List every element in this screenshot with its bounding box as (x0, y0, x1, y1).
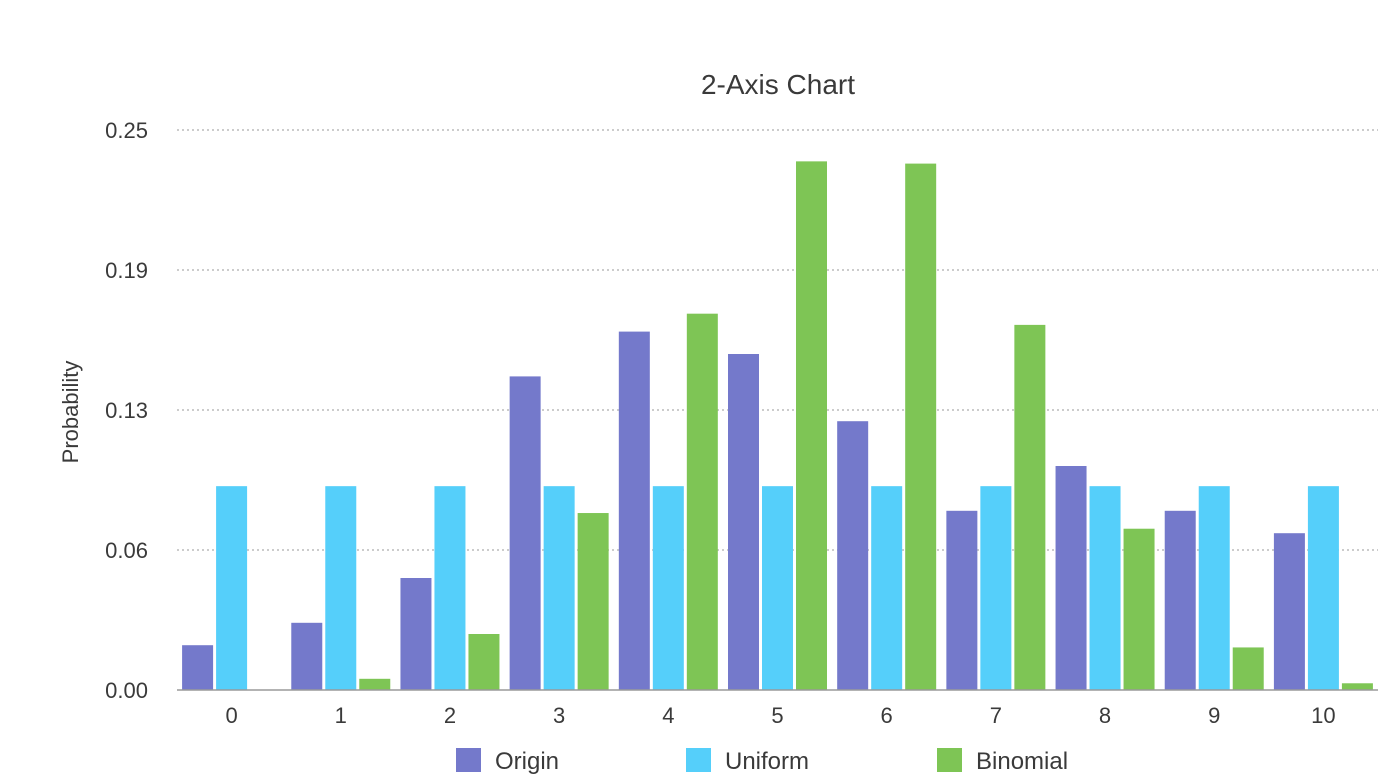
x-tick-label: 4 (662, 703, 674, 728)
y-tick-label: 0.19 (105, 258, 148, 283)
y-axis-label: Probability (58, 361, 83, 464)
x-tick-label: 9 (1208, 703, 1220, 728)
x-axis-ticks: 0 1 2 3 4 5 6 7 8 9 10 (225, 703, 1335, 728)
bar-binomial-10 (1341, 683, 1373, 690)
bar-origin-0 (182, 645, 214, 690)
bar-uniform-0 (216, 486, 248, 690)
legend: Origin Uniform Binomial (456, 748, 1068, 775)
x-tick-label: 1 (335, 703, 347, 728)
bar-origin-8 (1055, 466, 1087, 690)
y-tick-label: 0.25 (105, 118, 148, 143)
bar-uniform-1 (325, 486, 357, 690)
bar-binomial-2 (468, 634, 500, 690)
bar-uniform-3 (543, 486, 575, 690)
bar-uniform-2 (434, 486, 466, 690)
y-axis-ticks: 0.00 0.06 0.13 0.19 0.25 (105, 118, 148, 703)
y-tick-label: 0.00 (105, 678, 148, 703)
x-tick-label: 2 (444, 703, 456, 728)
bar-uniform-6 (871, 486, 903, 690)
bar-origin-3 (509, 376, 541, 690)
legend-swatch-origin (456, 748, 481, 772)
bar-binomial-9 (1232, 647, 1264, 690)
legend-label-uniform: Uniform (725, 748, 809, 775)
bar-origin-5 (728, 354, 759, 690)
bar-origin-10 (1273, 533, 1305, 690)
bar-binomial-7 (1014, 324, 1046, 690)
y-tick-label: 0.06 (105, 538, 148, 563)
bar-uniform-4 (652, 486, 684, 690)
bar-uniform-5 (762, 486, 793, 690)
bar-uniform-9 (1198, 486, 1230, 690)
bar-uniform-10 (1307, 486, 1339, 690)
legend-label-origin: Origin (495, 748, 559, 775)
legend-swatch-binomial (937, 748, 962, 772)
bar-binomial-8 (1123, 528, 1155, 690)
bars (182, 161, 1373, 691)
chart-title: 2-Axis Chart (701, 69, 855, 100)
x-tick-label: 8 (1099, 703, 1111, 728)
bar-binomial-3 (577, 513, 609, 690)
x-tick-label: 7 (990, 703, 1002, 728)
bar-uniform-7 (980, 486, 1012, 690)
bar-binomial-6 (905, 163, 937, 691)
legend-label-binomial: Binomial (976, 748, 1068, 775)
x-tick-label: 5 (771, 703, 783, 728)
bar-binomial-5 (796, 161, 827, 691)
bar-origin-4 (618, 331, 650, 690)
y-tick-label: 0.13 (105, 398, 148, 423)
bar-origin-2 (400, 578, 432, 690)
x-tick-label: 3 (553, 703, 565, 728)
bar-origin-1 (291, 622, 323, 690)
bar-origin-7 (946, 510, 978, 690)
bar-origin-6 (837, 421, 869, 690)
x-tick-label: 6 (881, 703, 893, 728)
bar-binomial-1 (359, 678, 391, 690)
legend-swatch-uniform (686, 748, 711, 772)
bar-origin-9 (1164, 510, 1196, 690)
bar-binomial-4 (686, 313, 718, 690)
x-tick-label: 0 (225, 703, 237, 728)
bar-uniform-8 (1089, 486, 1121, 690)
x-tick-label: 10 (1311, 703, 1335, 728)
